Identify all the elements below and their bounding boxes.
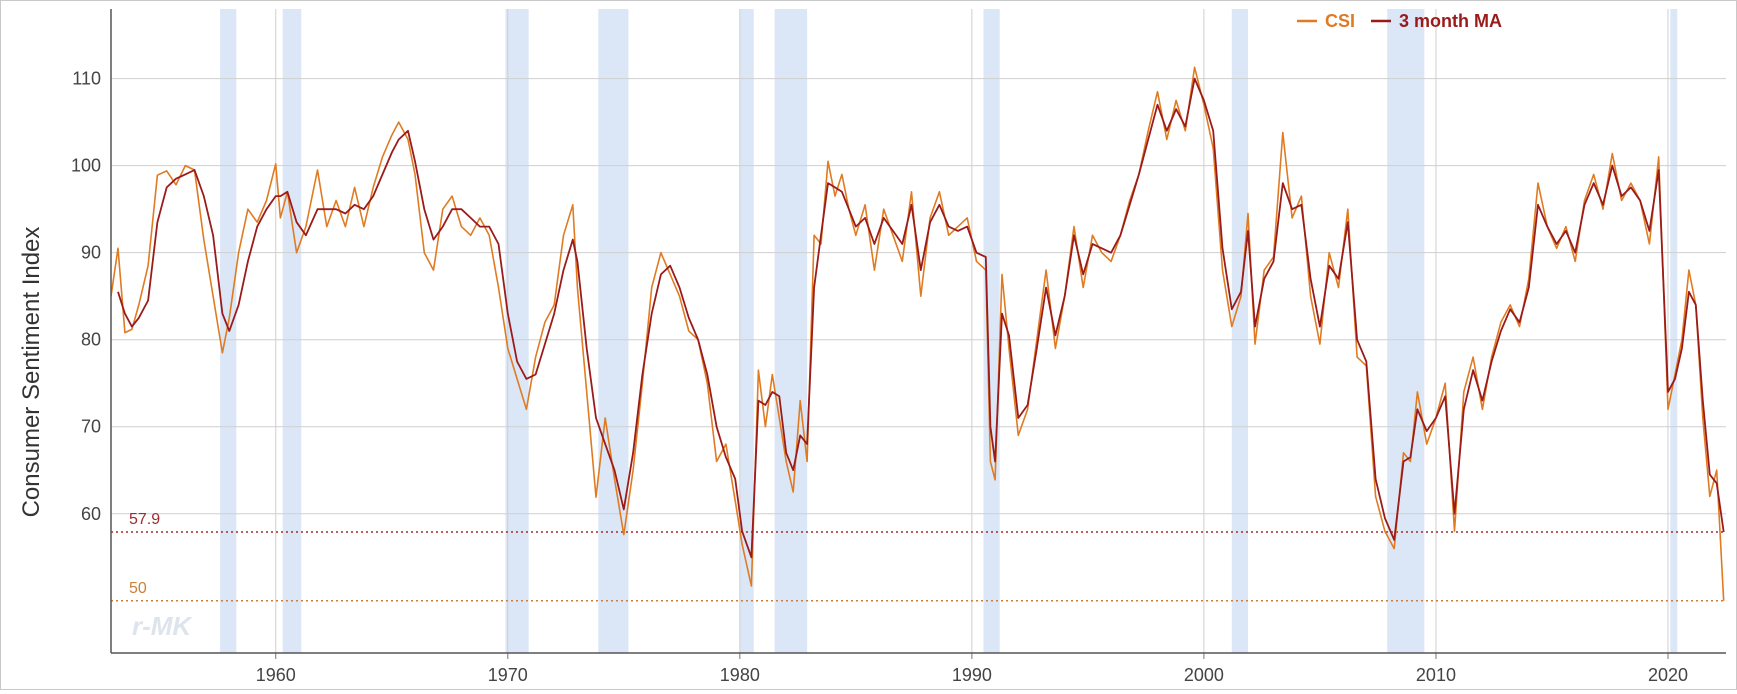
recession-band-7 (1231, 9, 1248, 653)
legend-label-1: 3 month MA (1399, 11, 1502, 31)
svg-text:r-MK: r-MK (132, 611, 193, 641)
recession-band-2 (505, 9, 529, 653)
recession-band-1 (282, 9, 302, 653)
y-axis-ticks: 60 70 80 90 100 110 (71, 69, 101, 524)
axes (110, 9, 1726, 654)
x-tick-label-1980: 1980 (720, 665, 760, 685)
x-tick-label-1960: 1960 (256, 665, 296, 685)
legend: CSI 3 month MA (1297, 11, 1502, 31)
recession-band-8 (1387, 9, 1425, 653)
y-tick-label-80: 80 (81, 330, 101, 350)
watermark-logo: r-MK (132, 611, 193, 641)
series-line-3-month-ma (117, 77, 1725, 559)
recession-band-4 (739, 9, 754, 653)
x-tick-label-2020: 2020 (1648, 665, 1688, 685)
y-tick-label-70: 70 (81, 417, 101, 437)
legend-label-0: CSI (1325, 11, 1355, 31)
x-tick-label-1970: 1970 (488, 665, 528, 685)
data-series (110, 66, 1725, 601)
reference-label-1: 50 (129, 580, 147, 597)
y-tick-label-110: 110 (72, 69, 101, 89)
y-tick-label-90: 90 (81, 243, 101, 263)
recession-band-9 (1670, 9, 1678, 653)
series-line-csi (110, 66, 1725, 601)
reference-label-0: 57.9 (129, 511, 160, 528)
recession-band-5 (774, 9, 808, 653)
x-tick-label-2000: 2000 (1184, 665, 1224, 685)
x-axis-ticks: 1960 1970 1980 1990 2000 2010 2020 (256, 653, 1688, 685)
recession-bands (220, 9, 1678, 653)
x-tick-label-2010: 2010 (1416, 665, 1456, 685)
grid-lines (111, 9, 1726, 653)
recession-band-0 (220, 9, 237, 653)
y-axis-label: Consumer Sentiment Index (18, 227, 45, 518)
x-tick-label-1990: 1990 (952, 665, 992, 685)
y-tick-label-60: 60 (81, 504, 101, 524)
recession-band-6 (983, 9, 1000, 653)
recession-band-3 (598, 9, 629, 653)
reference-lines: 57.9 50 (111, 511, 1726, 602)
y-tick-label-100: 100 (71, 156, 101, 176)
